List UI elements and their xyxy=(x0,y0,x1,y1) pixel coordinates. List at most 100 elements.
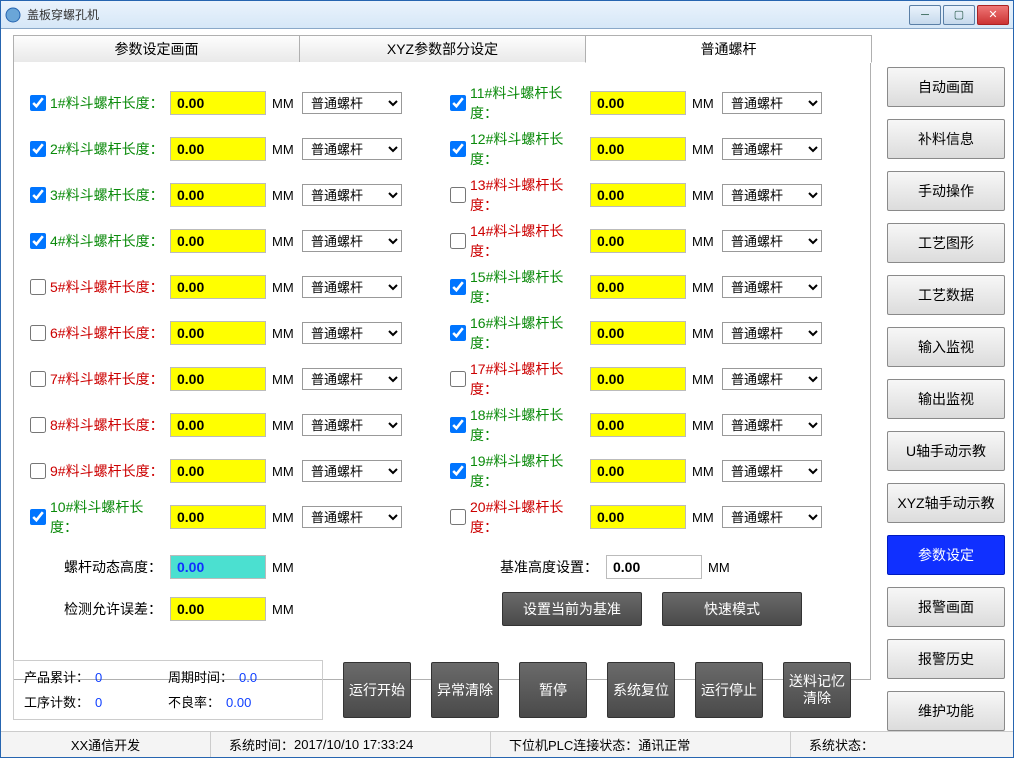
row-checkbox[interactable] xyxy=(30,233,46,249)
row-select[interactable]: 普通螺杆 xyxy=(302,138,402,160)
unit-label: MM xyxy=(272,510,302,525)
row-value[interactable]: 0.00 xyxy=(590,505,686,529)
row-checkbox[interactable] xyxy=(450,141,466,157)
close-button[interactable]: ✕ xyxy=(977,5,1009,25)
row-select[interactable]: 普通螺杆 xyxy=(722,506,822,528)
row-select[interactable]: 普通螺杆 xyxy=(722,230,822,252)
row-value[interactable]: 0.00 xyxy=(170,505,266,529)
side-button[interactable]: 自动画面 xyxy=(887,67,1005,107)
unit-label: MM xyxy=(272,142,302,157)
row-checkbox[interactable] xyxy=(450,187,466,203)
row-value[interactable]: 0.00 xyxy=(170,413,266,437)
row-value[interactable]: 0.00 xyxy=(170,183,266,207)
row-select[interactable]: 普通螺杆 xyxy=(302,276,402,298)
unit-label: MM xyxy=(272,188,302,203)
row-value[interactable]: 0.00 xyxy=(590,137,686,161)
side-button[interactable]: XYZ轴手动示教 xyxy=(887,483,1005,523)
row-select[interactable]: 普通螺杆 xyxy=(302,184,402,206)
screw-row: 19#料斗螺杆长度：0.00MM普通螺杆 xyxy=(442,448,862,494)
row-value[interactable]: 0.00 xyxy=(170,321,266,345)
op-button[interactable]: 送料记忆清除 xyxy=(783,662,851,718)
row-checkbox[interactable] xyxy=(30,509,46,525)
side-button[interactable]: 工艺图形 xyxy=(887,223,1005,263)
row-value[interactable]: 0.00 xyxy=(590,275,686,299)
row-select[interactable]: 普通螺杆 xyxy=(722,184,822,206)
row-value[interactable]: 0.00 xyxy=(170,229,266,253)
row-select[interactable]: 普通螺杆 xyxy=(302,506,402,528)
row-value[interactable]: 0.00 xyxy=(170,275,266,299)
row-select[interactable]: 普通螺杆 xyxy=(722,138,822,160)
row-checkbox[interactable] xyxy=(450,279,466,295)
side-button[interactable]: 手动操作 xyxy=(887,171,1005,211)
row-select[interactable]: 普通螺杆 xyxy=(722,276,822,298)
row-checkbox[interactable] xyxy=(450,371,466,387)
row-select[interactable]: 普通螺杆 xyxy=(302,368,402,390)
op-button[interactable]: 异常清除 xyxy=(431,662,499,718)
tab[interactable]: 普通螺杆 xyxy=(585,35,872,63)
tab[interactable]: XYZ参数部分设定 xyxy=(299,35,586,63)
row-value[interactable]: 0.00 xyxy=(590,413,686,437)
row-checkbox[interactable] xyxy=(30,417,46,433)
unit-label: MM xyxy=(692,188,722,203)
row-value[interactable]: 0.00 xyxy=(590,91,686,115)
row-select[interactable]: 普通螺杆 xyxy=(302,230,402,252)
set-base-button[interactable]: 设置当前为基准 xyxy=(502,592,642,626)
side-button[interactable]: 报警画面 xyxy=(887,587,1005,627)
row-value[interactable]: 0.00 xyxy=(170,367,266,391)
row-checkbox[interactable] xyxy=(450,509,466,525)
row-checkbox[interactable] xyxy=(30,141,46,157)
op-button[interactable]: 暂停 xyxy=(519,662,587,718)
row-checkbox[interactable] xyxy=(450,463,466,479)
row-select[interactable]: 普通螺杆 xyxy=(302,414,402,436)
row-value[interactable]: 0.00 xyxy=(590,183,686,207)
row-value[interactable]: 0.00 xyxy=(590,459,686,483)
proc-count-label: 工序计数： xyxy=(24,695,89,710)
side-button[interactable]: 工艺数据 xyxy=(887,275,1005,315)
row-checkbox[interactable] xyxy=(30,463,46,479)
row-checkbox[interactable] xyxy=(30,187,46,203)
window-title: 盖板穿螺孔机 xyxy=(27,6,907,23)
minimize-button[interactable]: ─ xyxy=(909,5,941,25)
row-select[interactable]: 普通螺杆 xyxy=(722,322,822,344)
side-button[interactable]: U轴手动示教 xyxy=(887,431,1005,471)
op-button[interactable]: 运行停止 xyxy=(695,662,763,718)
side-button[interactable]: 参数设定 xyxy=(887,535,1005,575)
maximize-button[interactable]: ▢ xyxy=(943,5,975,25)
row-value[interactable]: 0.00 xyxy=(170,91,266,115)
row-checkbox[interactable] xyxy=(30,279,46,295)
row-checkbox[interactable] xyxy=(450,233,466,249)
row-checkbox[interactable] xyxy=(450,95,466,111)
product-count-label: 产品累计： xyxy=(24,670,89,685)
side-button[interactable]: 补料信息 xyxy=(887,119,1005,159)
dyn-height-label: 螺杆动态高度： xyxy=(22,557,162,577)
row-value[interactable]: 0.00 xyxy=(170,459,266,483)
row-value[interactable]: 0.00 xyxy=(590,229,686,253)
fast-mode-button[interactable]: 快速模式 xyxy=(662,592,802,626)
side-button[interactable]: 输入监视 xyxy=(887,327,1005,367)
row-value[interactable]: 0.00 xyxy=(590,367,686,391)
row-checkbox[interactable] xyxy=(450,417,466,433)
row-select[interactable]: 普通螺杆 xyxy=(722,368,822,390)
row-checkbox[interactable] xyxy=(30,371,46,387)
cycle-time-label: 周期时间： xyxy=(168,670,233,685)
row-select[interactable]: 普通螺杆 xyxy=(722,92,822,114)
row-select[interactable]: 普通螺杆 xyxy=(722,414,822,436)
row-value[interactable]: 0.00 xyxy=(590,321,686,345)
op-button[interactable]: 系统复位 xyxy=(607,662,675,718)
dyn-height-value[interactable]: 0.00 xyxy=(170,555,266,579)
side-button[interactable]: 输出监视 xyxy=(887,379,1005,419)
tolerance-value[interactable]: 0.00 xyxy=(170,597,266,621)
row-checkbox[interactable] xyxy=(30,325,46,341)
row-select[interactable]: 普通螺杆 xyxy=(302,460,402,482)
row-select[interactable]: 普通螺杆 xyxy=(722,460,822,482)
row-value[interactable]: 0.00 xyxy=(170,137,266,161)
op-button[interactable]: 运行开始 xyxy=(343,662,411,718)
unit-label: MM xyxy=(692,96,722,111)
tab[interactable]: 参数设定画面 xyxy=(13,35,300,63)
row-checkbox[interactable] xyxy=(450,325,466,341)
screw-row: 7#料斗螺杆长度：0.00MM普通螺杆 xyxy=(22,356,442,402)
row-select[interactable]: 普通螺杆 xyxy=(302,92,402,114)
row-select[interactable]: 普通螺杆 xyxy=(302,322,402,344)
base-height-value[interactable]: 0.00 xyxy=(606,555,702,579)
row-checkbox[interactable] xyxy=(30,95,46,111)
